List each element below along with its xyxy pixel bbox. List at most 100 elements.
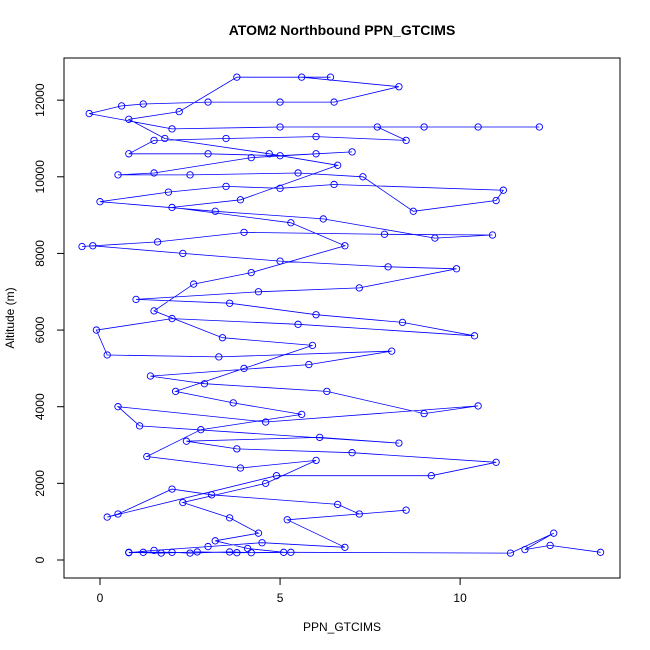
point xyxy=(247,268,255,277)
point xyxy=(474,402,482,410)
point xyxy=(294,169,302,177)
point xyxy=(164,188,173,196)
point xyxy=(488,231,497,239)
y-tick-label: 4000 xyxy=(33,393,47,420)
point xyxy=(254,529,263,537)
point xyxy=(132,295,140,304)
point xyxy=(225,548,234,556)
point xyxy=(171,387,180,396)
point xyxy=(200,380,209,388)
point xyxy=(150,546,158,555)
point xyxy=(395,439,403,447)
point xyxy=(229,399,237,407)
point xyxy=(222,182,230,191)
point xyxy=(168,203,176,212)
point xyxy=(168,548,176,556)
point xyxy=(150,136,158,145)
point xyxy=(92,326,101,334)
point xyxy=(247,549,255,557)
point xyxy=(204,542,212,551)
point xyxy=(204,98,212,106)
point xyxy=(330,180,338,189)
point xyxy=(409,207,417,215)
point xyxy=(323,387,331,396)
point xyxy=(114,510,122,518)
point xyxy=(355,284,363,292)
point xyxy=(207,491,216,499)
point xyxy=(186,171,194,179)
point xyxy=(258,539,266,547)
point xyxy=(211,537,219,545)
y-tick-label: 6000 xyxy=(33,316,47,343)
point xyxy=(298,410,306,419)
point xyxy=(348,449,356,457)
point xyxy=(492,458,500,466)
point xyxy=(262,479,270,488)
point xyxy=(276,98,284,106)
point xyxy=(272,472,281,480)
point xyxy=(355,510,363,518)
y-axis-label: Altitude (m) xyxy=(3,287,17,348)
point xyxy=(506,549,515,557)
point xyxy=(312,311,320,319)
x-tick-label: 10 xyxy=(453,591,467,605)
point xyxy=(452,265,461,273)
point xyxy=(280,548,288,556)
point xyxy=(114,171,122,179)
point xyxy=(157,549,165,557)
point xyxy=(373,123,381,131)
point xyxy=(222,134,230,143)
point xyxy=(398,318,407,327)
point xyxy=(316,433,324,442)
point xyxy=(89,242,97,250)
point xyxy=(384,263,392,271)
point xyxy=(341,543,349,551)
point xyxy=(276,184,284,192)
point xyxy=(283,516,291,524)
point xyxy=(215,353,223,361)
point xyxy=(326,73,335,81)
point xyxy=(395,83,403,91)
point xyxy=(218,334,227,342)
point xyxy=(298,73,306,81)
point xyxy=(341,242,349,250)
plot-frame xyxy=(63,57,621,579)
point xyxy=(211,207,219,215)
x-tick-label: 0 xyxy=(97,591,104,605)
point xyxy=(233,549,241,557)
point xyxy=(287,548,295,556)
point xyxy=(254,288,263,296)
point xyxy=(388,347,396,355)
point xyxy=(182,437,191,445)
point xyxy=(294,320,302,328)
y-tick-label: 2000 xyxy=(33,470,47,497)
point xyxy=(287,219,295,227)
y-tick-label: 10000 xyxy=(33,160,47,194)
point xyxy=(474,123,482,131)
point xyxy=(596,548,605,556)
point xyxy=(470,332,479,340)
point xyxy=(168,125,176,133)
point xyxy=(244,544,252,553)
point xyxy=(308,341,317,350)
point xyxy=(330,98,338,106)
point xyxy=(78,242,86,251)
point xyxy=(225,299,234,307)
point xyxy=(247,153,255,162)
point xyxy=(125,150,133,158)
point xyxy=(189,280,198,288)
point xyxy=(276,257,284,265)
point xyxy=(114,403,122,411)
point xyxy=(262,418,270,426)
point xyxy=(153,238,162,246)
point xyxy=(168,485,176,493)
y-tick-label: 8000 xyxy=(33,240,47,267)
point xyxy=(312,132,320,141)
point xyxy=(402,136,410,145)
point xyxy=(240,364,248,373)
point xyxy=(96,198,104,206)
point xyxy=(492,196,500,205)
x-axis-label: PPN_GTCIMS xyxy=(303,620,381,634)
point xyxy=(197,426,205,434)
point xyxy=(117,102,126,110)
